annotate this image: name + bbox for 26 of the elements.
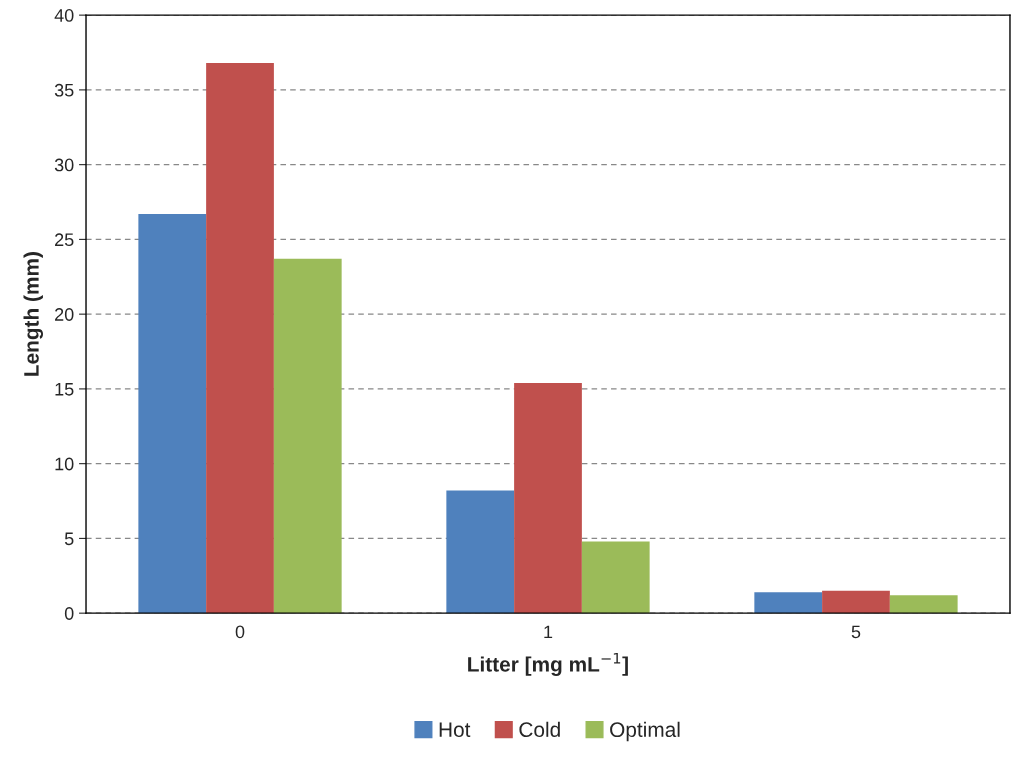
bar: [446, 490, 515, 614]
y-tick-label: 40: [54, 9, 74, 22]
bar: [206, 62, 274, 614]
x-tick-label: 5: [851, 625, 861, 639]
y-tick-label: 10: [55, 457, 74, 471]
bar: [138, 213, 207, 614]
legend-label: Hot: [439, 722, 471, 738]
y-tick-label: 25: [55, 233, 74, 247]
bar: [581, 541, 650, 614]
x-tick-label: 1: [544, 625, 553, 639]
bar: [273, 258, 342, 614]
legend-label: Optimal: [610, 721, 680, 742]
bar: [822, 590, 890, 614]
x-tick-label: 0: [235, 625, 245, 639]
y-tick-label: 5: [64, 532, 74, 546]
legend-label: Cold: [519, 721, 560, 738]
y-tick-label: 20: [55, 308, 74, 321]
bar: [889, 595, 958, 614]
y-tick-label: 30: [54, 158, 74, 172]
y-tick-label: 15: [55, 383, 74, 396]
x-axis-title: Litter [mg mL$^{−1}$]: [468, 652, 628, 676]
y-tick-label: 0: [64, 607, 74, 620]
y-axis-title: Length (mm): [23, 252, 44, 376]
bar: [514, 382, 582, 614]
bar: [754, 592, 823, 614]
y-tick-label: 35: [54, 83, 74, 97]
